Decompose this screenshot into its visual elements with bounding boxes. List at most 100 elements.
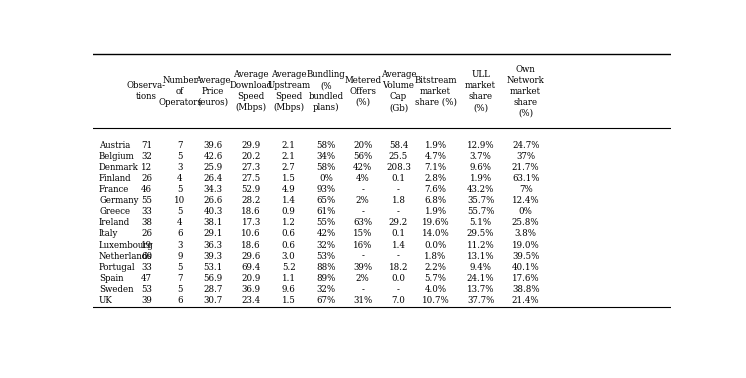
Text: Sweden: Sweden: [99, 285, 134, 294]
Text: 56%: 56%: [353, 152, 372, 161]
Text: 7.6%: 7.6%: [424, 185, 447, 194]
Text: 208.3: 208.3: [386, 163, 411, 172]
Text: 12.4%: 12.4%: [512, 196, 539, 205]
Text: 42%: 42%: [353, 163, 372, 172]
Text: 58.4: 58.4: [389, 141, 408, 150]
Text: 60: 60: [141, 252, 152, 260]
Text: 2.7: 2.7: [282, 163, 295, 172]
Text: -: -: [361, 285, 364, 294]
Text: 38: 38: [141, 218, 152, 228]
Text: 14.0%: 14.0%: [421, 229, 449, 239]
Text: 1.5: 1.5: [282, 174, 295, 183]
Text: 42%: 42%: [316, 229, 336, 239]
Text: 3.8%: 3.8%: [515, 229, 536, 239]
Text: Average
Volume
Cap
(Gb): Average Volume Cap (Gb): [380, 70, 416, 112]
Text: -: -: [397, 285, 400, 294]
Text: 61%: 61%: [316, 208, 336, 216]
Text: 21.4%: 21.4%: [512, 296, 539, 305]
Text: 55.7%: 55.7%: [467, 208, 495, 216]
Text: 40.1%: 40.1%: [512, 263, 539, 272]
Text: 7.0: 7.0: [392, 296, 405, 305]
Text: 0.6: 0.6: [282, 229, 295, 239]
Text: 4%: 4%: [356, 174, 369, 183]
Text: 19.6%: 19.6%: [421, 218, 449, 228]
Text: 27.3: 27.3: [242, 163, 260, 172]
Text: 32%: 32%: [317, 240, 336, 249]
Text: Germany: Germany: [99, 196, 139, 205]
Text: 71: 71: [141, 141, 152, 150]
Text: 31%: 31%: [353, 296, 372, 305]
Text: 4: 4: [178, 174, 183, 183]
Text: Netherlands: Netherlands: [99, 252, 153, 260]
Text: 9.6: 9.6: [282, 285, 295, 294]
Text: 13.7%: 13.7%: [467, 285, 495, 294]
Text: 2.2%: 2.2%: [424, 263, 447, 272]
Text: Number
of
Operators: Number of Operators: [158, 76, 202, 107]
Text: -: -: [397, 208, 400, 216]
Text: 0.1: 0.1: [392, 174, 406, 183]
Text: 1.4: 1.4: [392, 240, 405, 249]
Text: ULL
market
share
(%): ULL market share (%): [465, 70, 496, 112]
Text: 21.7%: 21.7%: [512, 163, 539, 172]
Text: Average
Price
(euros): Average Price (euros): [195, 76, 231, 107]
Text: 12.9%: 12.9%: [467, 141, 495, 150]
Text: 37%: 37%: [516, 152, 536, 161]
Text: 63.1%: 63.1%: [512, 174, 539, 183]
Text: 39.3: 39.3: [204, 252, 222, 260]
Text: 23.4: 23.4: [242, 296, 260, 305]
Text: 25.9: 25.9: [204, 163, 222, 172]
Text: 18.2: 18.2: [389, 263, 408, 272]
Text: 2.8%: 2.8%: [424, 174, 447, 183]
Text: 25.8%: 25.8%: [512, 218, 539, 228]
Text: 20.9: 20.9: [242, 274, 261, 283]
Text: 0%: 0%: [518, 208, 533, 216]
Text: 27.5: 27.5: [242, 174, 260, 183]
Text: 6.8%: 6.8%: [424, 196, 447, 205]
Text: 46: 46: [141, 185, 152, 194]
Text: Italy: Italy: [99, 229, 119, 239]
Text: 15%: 15%: [353, 229, 372, 239]
Text: UK: UK: [99, 296, 113, 305]
Text: 7%: 7%: [518, 185, 533, 194]
Text: Denmark: Denmark: [99, 163, 139, 172]
Text: 17.6%: 17.6%: [512, 274, 539, 283]
Text: 32: 32: [141, 152, 152, 161]
Text: 29.9: 29.9: [242, 141, 260, 150]
Text: 5.2: 5.2: [282, 263, 295, 272]
Text: 34%: 34%: [317, 152, 336, 161]
Text: 47: 47: [141, 274, 152, 283]
Text: 4.9: 4.9: [282, 185, 295, 194]
Text: Observa-
tions: Observa- tions: [127, 81, 166, 101]
Text: Austria: Austria: [99, 141, 131, 150]
Text: 32%: 32%: [317, 285, 336, 294]
Text: Ireland: Ireland: [99, 218, 131, 228]
Text: 53.1: 53.1: [204, 263, 222, 272]
Text: Portugal: Portugal: [99, 263, 136, 272]
Text: 20%: 20%: [353, 141, 372, 150]
Text: 65%: 65%: [316, 196, 336, 205]
Text: 0.6: 0.6: [282, 240, 295, 249]
Text: Average
Download
Speed
(Mbps): Average Download Speed (Mbps): [230, 70, 272, 112]
Text: 28.7: 28.7: [203, 285, 222, 294]
Text: -: -: [361, 185, 364, 194]
Text: 26.6: 26.6: [204, 196, 222, 205]
Text: -: -: [397, 252, 400, 260]
Text: 1.9%: 1.9%: [424, 141, 447, 150]
Text: 10.7%: 10.7%: [421, 296, 449, 305]
Text: 30.7: 30.7: [204, 296, 222, 305]
Text: 16%: 16%: [353, 240, 372, 249]
Text: 39.6: 39.6: [204, 141, 222, 150]
Text: 1.9%: 1.9%: [469, 174, 492, 183]
Text: 2.1: 2.1: [282, 152, 295, 161]
Text: Belgium: Belgium: [99, 152, 135, 161]
Text: 39%: 39%: [353, 263, 372, 272]
Text: 5: 5: [178, 263, 183, 272]
Text: Bundling
(%
bundled
plans): Bundling (% bundled plans): [307, 70, 345, 112]
Text: 5: 5: [178, 152, 183, 161]
Text: 69.4: 69.4: [242, 263, 260, 272]
Text: 9.4%: 9.4%: [470, 263, 492, 272]
Text: 7: 7: [178, 141, 183, 150]
Text: 3: 3: [178, 240, 183, 249]
Text: Bitstream
market
share (%): Bitstream market share (%): [414, 76, 457, 107]
Text: 53: 53: [141, 285, 152, 294]
